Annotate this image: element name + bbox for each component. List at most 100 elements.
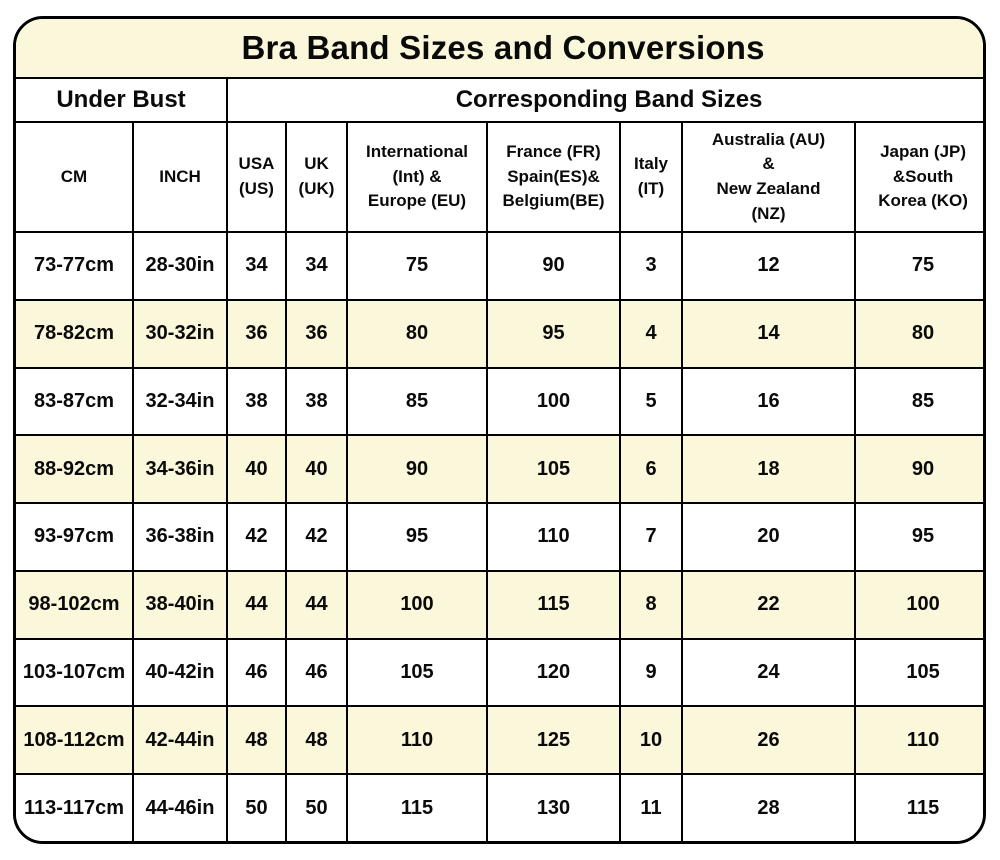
table-cell: 85 [346, 366, 488, 437]
table-cell: 36 [226, 298, 287, 369]
table-cell: 108-112cm [16, 705, 134, 776]
table-cell: 110 [486, 502, 621, 572]
table-cell: 46 [285, 637, 348, 708]
table-cell: 100 [346, 569, 488, 640]
table-cell: 110 [853, 705, 983, 776]
table-cell: 22 [681, 569, 856, 640]
table-cell: 34-36in [132, 434, 228, 505]
table-cell: 11 [619, 773, 683, 841]
table-cell: 93-97cm [16, 502, 134, 572]
column-header-italy: Italy (IT) [619, 121, 683, 233]
table-cell: 105 [346, 637, 488, 708]
table-row: 78-82cm 30-32in 36 36 80 95 4 14 80 [16, 298, 983, 369]
table-row: 93-97cm 36-38in 42 42 95 110 7 20 95 [16, 502, 983, 572]
table-head: Bra Band Sizes and Conversions Under Bus… [16, 19, 983, 233]
table-cell: 30-32in [132, 298, 228, 369]
column-header-international-europe: International (Int) & Europe (EU) [346, 121, 488, 233]
table-cell: 80 [853, 298, 983, 369]
table-cell: 83-87cm [16, 366, 134, 437]
table-cell: 88-92cm [16, 434, 134, 505]
title-row: Bra Band Sizes and Conversions [16, 19, 983, 79]
table-cell: 40 [285, 434, 348, 505]
table-cell: 44-46in [132, 773, 228, 841]
column-header-row: CM INCH USA (US) UK (UK) International (… [16, 121, 983, 233]
table-cell: 73-77cm [16, 231, 134, 301]
page-title: Bra Band Sizes and Conversions [16, 19, 983, 79]
table-cell: 18 [681, 434, 856, 505]
table-cell: 40-42in [132, 637, 228, 708]
table-cell: 80 [346, 298, 488, 369]
table-cell: 7 [619, 502, 683, 572]
column-header-australia-new-zealand: Australia (AU) & New Zealand (NZ) [681, 121, 856, 233]
table-cell: 115 [486, 569, 621, 640]
table-row: 73-77cm 28-30in 34 34 75 90 3 12 75 [16, 231, 983, 301]
table-cell: 4 [619, 298, 683, 369]
table-body: 73-77cm 28-30in 34 34 75 90 3 12 75 78-82cm 30-32i… [16, 231, 983, 841]
table-cell: 42-44in [132, 705, 228, 776]
conversion-table: Bra Band Sizes and Conversions Under Bus… [16, 19, 983, 841]
table-cell: 8 [619, 569, 683, 640]
table-cell: 100 [486, 366, 621, 437]
table-row: 103-107cm 40-42in 46 46 105 120 9 24 105 [16, 637, 983, 708]
conversion-table-frame: Bra Band Sizes and Conversions Under Bus… [13, 16, 986, 844]
table-cell: 113-117cm [16, 773, 134, 841]
table-cell: 78-82cm [16, 298, 134, 369]
table-cell: 28 [681, 773, 856, 841]
table-cell: 75 [853, 231, 983, 301]
table-cell: 3 [619, 231, 683, 301]
table-cell: 38 [285, 366, 348, 437]
table-cell: 95 [486, 298, 621, 369]
table-cell: 42 [285, 502, 348, 572]
table-cell: 50 [285, 773, 348, 841]
table-cell: 110 [346, 705, 488, 776]
table-cell: 32-34in [132, 366, 228, 437]
table-cell: 75 [346, 231, 488, 301]
table-cell: 103-107cm [16, 637, 134, 708]
table-row: 83-87cm 32-34in 38 38 85 100 5 16 85 [16, 366, 983, 437]
column-header-cm: CM [16, 121, 134, 233]
column-header-japan-south-korea: Japan (JP) &South Korea (KO) [853, 121, 983, 233]
table-cell: 38 [226, 366, 287, 437]
table-cell: 95 [853, 502, 983, 572]
table-cell: 115 [346, 773, 488, 841]
table-cell: 28-30in [132, 231, 228, 301]
table-cell: 90 [853, 434, 983, 505]
table-cell: 9 [619, 637, 683, 708]
table-cell: 24 [681, 637, 856, 708]
table-cell: 6 [619, 434, 683, 505]
table-cell: 12 [681, 231, 856, 301]
table-cell: 40 [226, 434, 287, 505]
table-cell: 14 [681, 298, 856, 369]
table-cell: 105 [853, 637, 983, 708]
table-row: 113-117cm 44-46in 50 50 115 130 11 28 115 [16, 773, 983, 841]
table-cell: 130 [486, 773, 621, 841]
table-cell: 90 [486, 231, 621, 301]
table-cell: 34 [226, 231, 287, 301]
table-cell: 10 [619, 705, 683, 776]
table-cell: 95 [346, 502, 488, 572]
table-cell: 46 [226, 637, 287, 708]
table-cell: 98-102cm [16, 569, 134, 640]
table-cell: 26 [681, 705, 856, 776]
group-header-under-bust: Under Bust [16, 77, 228, 123]
table-cell: 16 [681, 366, 856, 437]
table-cell: 85 [853, 366, 983, 437]
table-cell: 125 [486, 705, 621, 776]
column-header-usa: USA (US) [226, 121, 287, 233]
column-header-inch: INCH [132, 121, 228, 233]
column-header-uk: UK (UK) [285, 121, 348, 233]
group-header-corresponding-band-sizes: Corresponding Band Sizes [225, 77, 983, 123]
table-row: 98-102cm 38-40in 44 44 100 115 8 22 100 [16, 569, 983, 640]
table-cell: 90 [346, 434, 488, 505]
table-cell: 34 [285, 231, 348, 301]
table-cell: 44 [285, 569, 348, 640]
table-cell: 42 [226, 502, 287, 572]
group-header-row: Under Bust Corresponding Band Sizes [16, 77, 983, 123]
table-cell: 5 [619, 366, 683, 437]
table-cell: 48 [226, 705, 287, 776]
table-cell: 115 [853, 773, 983, 841]
table-cell: 36 [285, 298, 348, 369]
table-cell: 100 [853, 569, 983, 640]
table-cell: 50 [226, 773, 287, 841]
